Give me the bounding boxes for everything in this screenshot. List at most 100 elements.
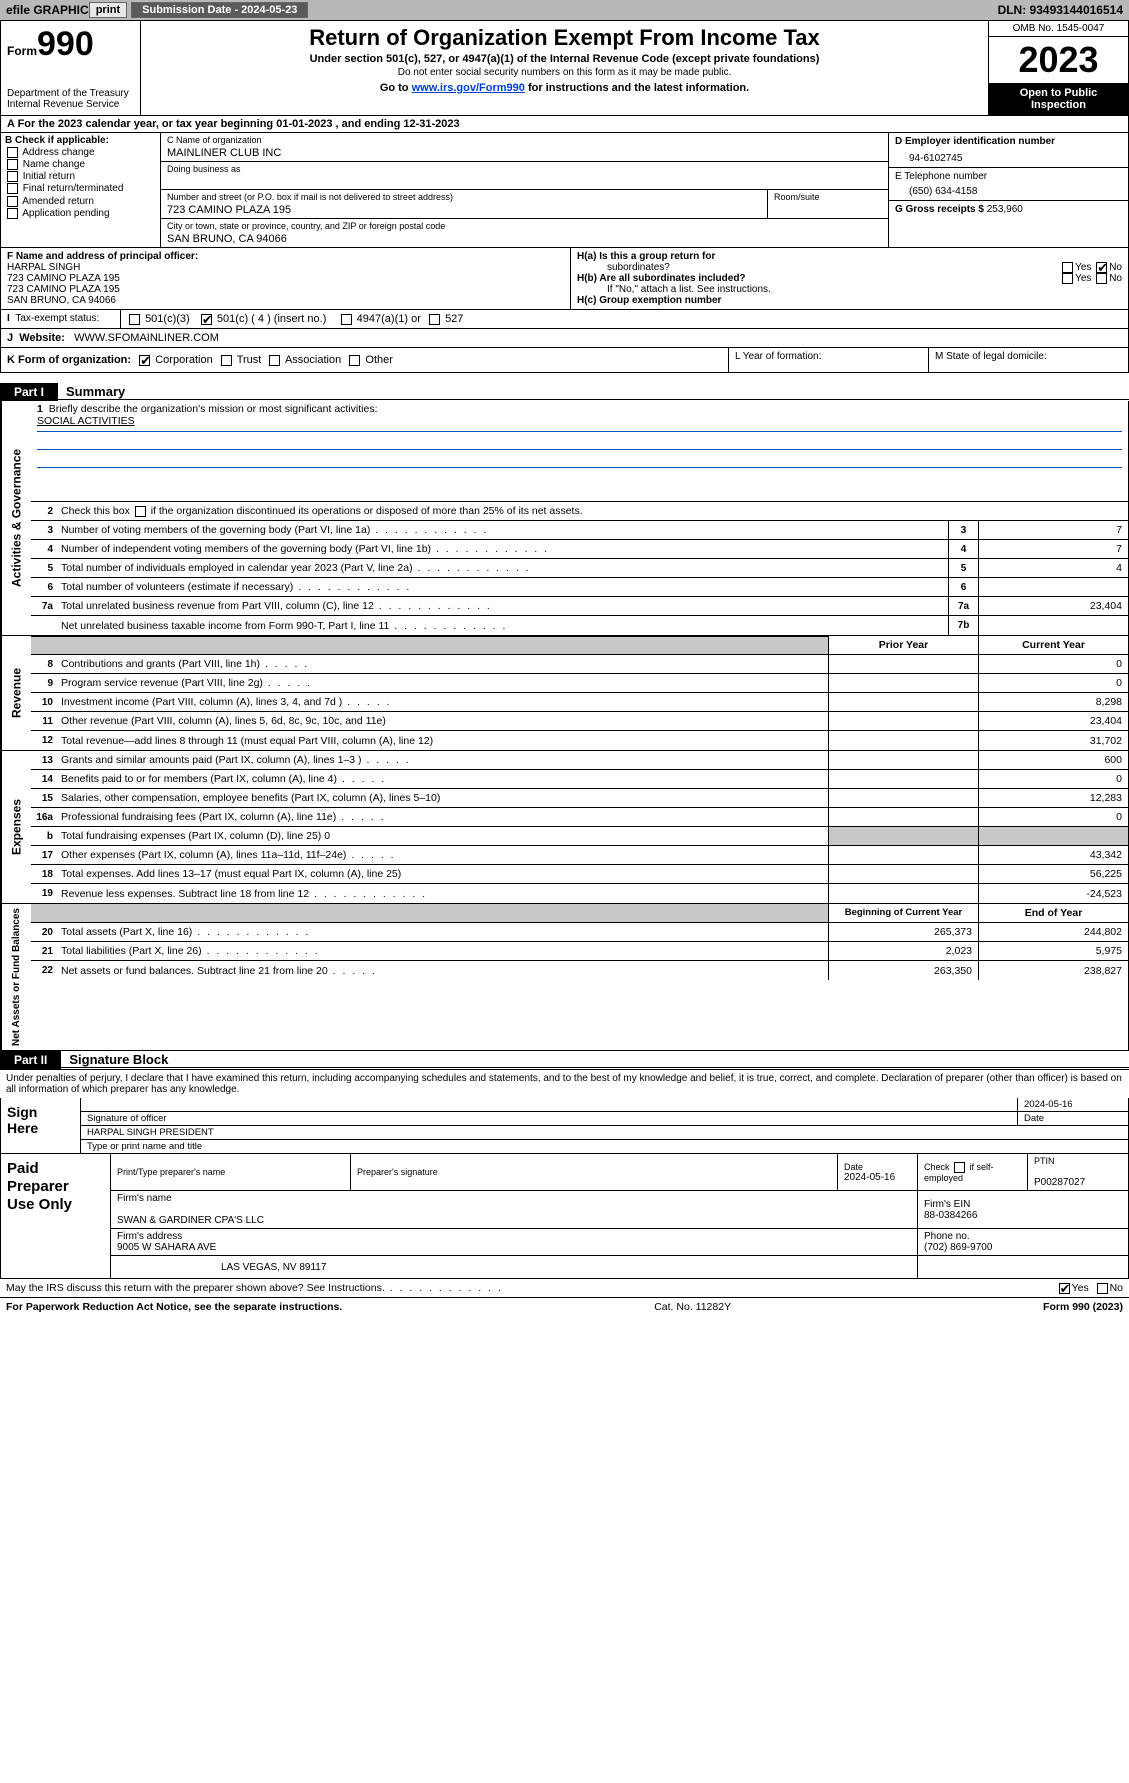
line-18: 18Total expenses. Add lines 13–17 (must …	[31, 865, 1128, 884]
firm-phone: (702) 869-9700	[924, 1242, 1122, 1253]
submission-date: Submission Date - 2024-05-23	[131, 2, 308, 18]
line-17: 17Other expenses (Part IX, column (A), l…	[31, 846, 1128, 865]
line-12: 12Total revenue—add lines 8 through 11 (…	[31, 731, 1128, 750]
box-c: C Name of organization MAINLINER CLUB IN…	[161, 133, 888, 247]
info-grid-klm: K Form of organization: Corporation Trus…	[0, 348, 1129, 373]
form-number: 990	[37, 25, 94, 63]
line-19: 19Revenue less expenses. Subtract line 1…	[31, 884, 1128, 903]
box-b: B Check if applicable: Address change Na…	[1, 133, 161, 247]
line-7b: Net unrelated business taxable income fr…	[31, 616, 1128, 635]
part2-header: Part II Signature Block	[0, 1051, 1129, 1069]
org-city: SAN BRUNO, CA 94066	[167, 233, 882, 245]
goto-line: Go to www.irs.gov/Form990 for instructio…	[147, 82, 982, 94]
vtab-governance: Activities & Governance	[1, 401, 31, 635]
signature-intro: Under penalties of perjury, I declare th…	[0, 1069, 1129, 1098]
firm-addr2: LAS VEGAS, NV 89117	[111, 1256, 918, 1278]
line-11: 11Other revenue (Part VIII, column (A), …	[31, 712, 1128, 731]
website: WWW.SFOMAINLINER.COM	[74, 332, 219, 344]
firm-name: SWAN & GARDINER CPA'S LLC	[117, 1215, 911, 1226]
ein: 94-6102745	[895, 153, 1122, 164]
box-i-label: I Tax-exempt status:	[1, 310, 121, 328]
line-15: 15Salaries, other compensation, employee…	[31, 789, 1128, 808]
net-col-header: Beginning of Current Year End of Year	[31, 904, 1128, 923]
box-m: M State of legal domicile:	[928, 348, 1128, 372]
officer-name-title: HARPAL SINGH PRESIDENT	[81, 1126, 1128, 1139]
cat-no: Cat. No. 11282Y	[342, 1301, 1043, 1313]
part1-header: Part I Summary	[0, 383, 1129, 401]
line-7a: 7aTotal unrelated business revenue from …	[31, 597, 1128, 616]
line-5: 5Total number of individuals employed in…	[31, 559, 1128, 578]
firm-ein: 88-0384266	[924, 1210, 1122, 1221]
revenue-col-header: Prior Year Current Year	[31, 636, 1128, 655]
form-header: Form990 Department of the Treasury Inter…	[0, 20, 1129, 116]
chk-initial: Initial return	[5, 171, 156, 182]
sign-here-block: Sign Here 2024-05-16 Signature of office…	[0, 1098, 1129, 1154]
dept-label: Department of the Treasury	[7, 88, 134, 99]
irs-link[interactable]: www.irs.gov/Form990	[412, 82, 525, 94]
paid-preparer-block: Paid Preparer Use Only Print/Type prepar…	[0, 1154, 1129, 1279]
vtab-expenses: Expenses	[1, 751, 31, 903]
line-10: 10Investment income (Part VIII, column (…	[31, 693, 1128, 712]
info-grid-j: J Website: WWW.SFOMAINLINER.COM	[0, 329, 1129, 348]
info-grid-top: B Check if applicable: Address change Na…	[0, 133, 1129, 248]
open-inspection: Open to Public Inspection	[989, 83, 1128, 115]
print-button[interactable]: print	[89, 2, 127, 18]
line-16b: bTotal fundraising expenses (Part IX, co…	[31, 827, 1128, 846]
line-4: 4Number of independent voting members of…	[31, 540, 1128, 559]
info-grid-ij: I Tax-exempt status: 501(c)(3) 501(c) ( …	[0, 310, 1129, 329]
vtab-revenue: Revenue	[1, 636, 31, 750]
line-2: 2 Check this box if the organization dis…	[31, 502, 1128, 521]
line-3: 3Number of voting members of the governi…	[31, 521, 1128, 540]
sign-date: 2024-05-16	[1018, 1098, 1128, 1111]
irs-discuss-line: May the IRS discuss this return with the…	[0, 1279, 1129, 1298]
org-street: 723 CAMINO PLAZA 195	[167, 204, 761, 216]
chk-amended: Amended return	[5, 196, 156, 207]
box-deg: D Employer identification number 94-6102…	[888, 133, 1128, 247]
officer-name: HARPAL SINGH	[7, 262, 80, 273]
chk-address: Address change	[5, 147, 156, 158]
box-f: F Name and address of principal officer:…	[1, 248, 571, 309]
tax-period: A For the 2023 calendar year, or tax yea…	[0, 116, 1129, 133]
ptin: P00287027	[1034, 1177, 1122, 1188]
box-l: L Year of formation:	[728, 348, 928, 372]
line-22: 22Net assets or fund balances. Subtract …	[31, 961, 1128, 980]
line-20: 20Total assets (Part X, line 16) 265,373…	[31, 923, 1128, 942]
line-13: 13Grants and similar amounts paid (Part …	[31, 751, 1128, 770]
gross-receipts: 253,960	[987, 204, 1023, 215]
section-revenue: Revenue Prior Year Current Year 8Contrib…	[0, 636, 1129, 751]
efile-label: efile GRAPHIC	[6, 3, 89, 17]
tax-year: 2023	[989, 37, 1128, 83]
line-9: 9Program service revenue (Part VIII, lin…	[31, 674, 1128, 693]
section-governance: Activities & Governance 1 Briefly descri…	[0, 401, 1129, 636]
irs-label: Internal Revenue Service	[7, 99, 134, 110]
section-net-assets: Net Assets or Fund Balances Beginning of…	[0, 904, 1129, 1051]
line-16a: 16aProfessional fundraising fees (Part I…	[31, 808, 1128, 827]
telephone: (650) 634-4158	[895, 186, 1122, 197]
line-14: 14Benefits paid to or for members (Part …	[31, 770, 1128, 789]
org-name: MAINLINER CLUB INC	[167, 147, 882, 159]
form-subtitle: Under section 501(c), 527, or 4947(a)(1)…	[147, 53, 982, 65]
box-h: H(a) Is this a group return for subordin…	[571, 248, 1128, 309]
chk-app-pending: Application pending	[5, 208, 156, 219]
line-1: 1 Briefly describe the organization's mi…	[31, 401, 1128, 502]
top-toolbar: efile GRAPHIC print Submission Date - 20…	[0, 0, 1129, 20]
vtab-net-assets: Net Assets or Fund Balances	[1, 904, 31, 1050]
form-footer: For Paperwork Reduction Act Notice, see …	[0, 1298, 1129, 1316]
prep-date: 2024-05-16	[844, 1172, 911, 1183]
line-21: 21Total liabilities (Part X, line 26) 2,…	[31, 942, 1128, 961]
box-i-values: 501(c)(3) 501(c) ( 4 ) (insert no.) 4947…	[121, 310, 1128, 328]
section-expenses: Expenses 13Grants and similar amounts pa…	[0, 751, 1129, 904]
info-grid-fh: F Name and address of principal officer:…	[0, 248, 1129, 310]
firm-addr1: 9005 W SAHARA AVE	[117, 1242, 911, 1253]
omb-number: OMB No. 1545-0047	[989, 21, 1128, 37]
form-label: Form	[7, 44, 37, 58]
line-6: 6Total number of volunteers (estimate if…	[31, 578, 1128, 597]
form-title: Return of Organization Exempt From Incom…	[147, 25, 982, 51]
chk-final: Final return/terminated	[5, 183, 156, 194]
chk-name: Name change	[5, 159, 156, 170]
mission-text: SOCIAL ACTIVITIES	[37, 415, 135, 427]
box-k: K Form of organization: Corporation Trus…	[1, 348, 728, 372]
form-note: Do not enter social security numbers on …	[147, 67, 982, 78]
dln: DLN: 93493144016514	[998, 3, 1123, 17]
line-8: 8Contributions and grants (Part VIII, li…	[31, 655, 1128, 674]
